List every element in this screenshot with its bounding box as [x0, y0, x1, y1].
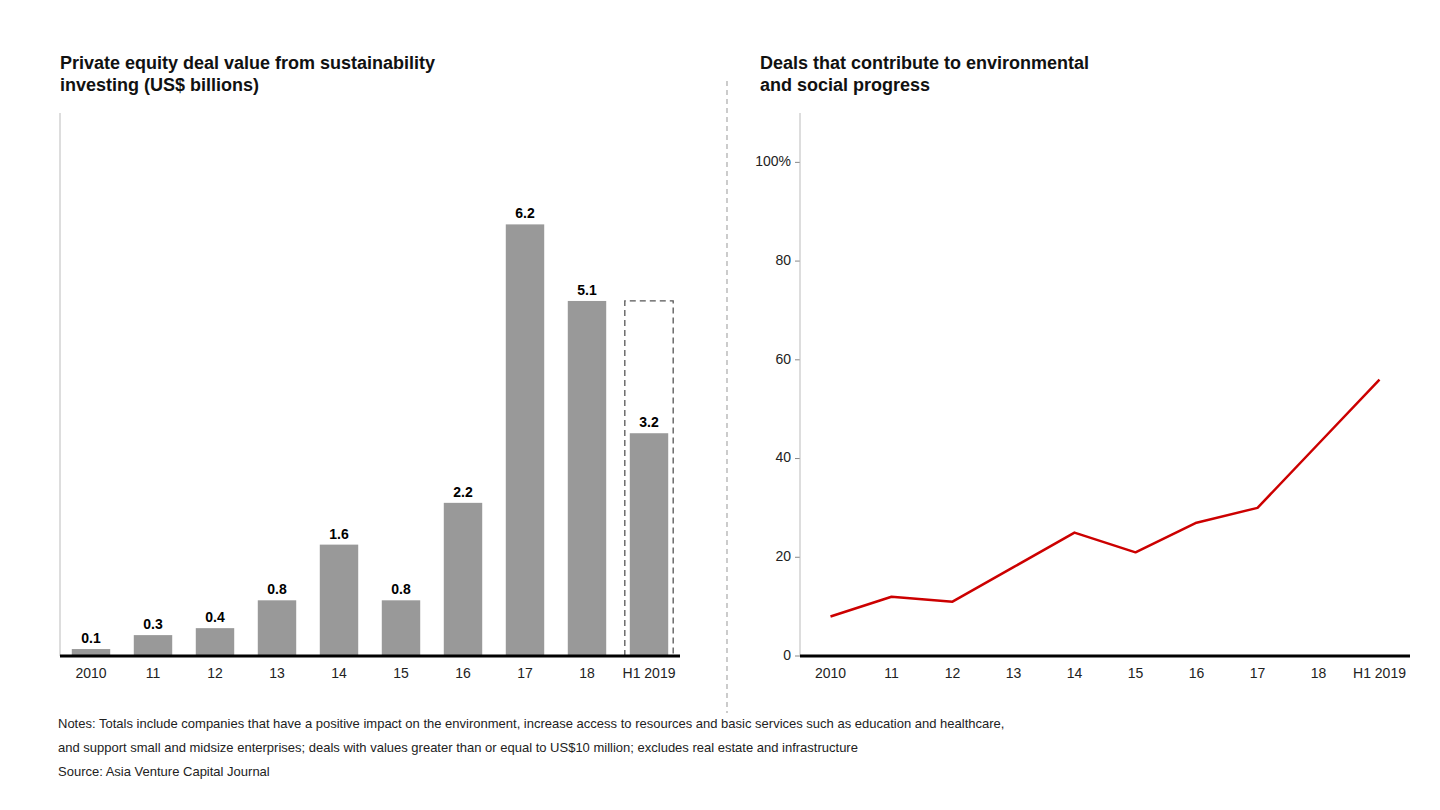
y-tick [795, 261, 800, 262]
x-tick-label: 2010 [75, 665, 106, 681]
data-label: 6.2 [515, 205, 535, 221]
data-label: 0.8 [267, 581, 287, 597]
data-label: 3.2 [639, 414, 659, 430]
data-label: 1.6 [329, 526, 349, 542]
x-tick-label: 14 [331, 665, 347, 681]
chart-title: Private equity deal value from sustainab… [60, 53, 435, 95]
x-tick-label: 18 [1311, 665, 1327, 681]
bar [630, 433, 668, 656]
bar [320, 545, 358, 656]
y-tick-label: 100% [755, 153, 791, 169]
x-tick-label: 16 [1189, 665, 1205, 681]
data-label: 5.1 [577, 282, 597, 298]
y-tick [795, 359, 800, 360]
bar [196, 628, 234, 656]
data-label: 2.2 [453, 484, 473, 500]
y-tick [795, 656, 800, 657]
data-label: 0.8 [391, 581, 411, 597]
x-tick-label: 13 [269, 665, 285, 681]
y-tick-label: 60 [775, 351, 791, 367]
x-axis-line [60, 655, 680, 658]
line [831, 380, 1380, 617]
reference-box [625, 301, 673, 656]
y-tick [795, 557, 800, 558]
y-tick [795, 162, 800, 163]
x-tick-label: 17 [517, 665, 533, 681]
bar [506, 224, 544, 656]
title-line: Private equity deal value from sustainab… [60, 53, 435, 73]
x-tick-label: 11 [884, 665, 899, 681]
note: and support small and midsize enterprise… [58, 740, 858, 755]
x-tick-label: H1 2019 [1353, 665, 1406, 681]
x-tick-label: 16 [455, 665, 471, 681]
x-tick-label: 2010 [815, 665, 846, 681]
title-line: and social progress [760, 75, 930, 95]
x-tick-label: 14 [1067, 665, 1083, 681]
x-tick-label: 15 [393, 665, 409, 681]
plot-marks [72, 224, 668, 656]
bar [568, 301, 606, 656]
y-axis-line [60, 113, 61, 656]
x-tick-label: 13 [1006, 665, 1022, 681]
separator [726, 81, 727, 713]
x-tick-label: 17 [1250, 665, 1266, 681]
chart-canvas: Private equity deal value from sustainab… [0, 0, 1440, 810]
data-label: 0.4 [205, 609, 225, 625]
note: Notes: Totals include companies that hav… [58, 716, 1004, 731]
title-line: investing (US$ billions) [60, 75, 259, 95]
y-tick-label: 20 [775, 548, 791, 564]
bar [134, 635, 172, 656]
data-label: 0.3 [143, 616, 163, 632]
bar [258, 600, 296, 656]
x-tick-label: H1 2019 [623, 665, 676, 681]
y-tick [795, 458, 800, 459]
plot-marks [831, 380, 1380, 617]
data-label: 0.1 [81, 630, 101, 646]
chart-title: Deals that contribute to environmentalan… [760, 53, 1089, 95]
x-axis-line [800, 655, 1410, 658]
y-tick-label: 40 [775, 449, 791, 465]
y-tick-label: 80 [775, 252, 791, 268]
x-tick-label: 18 [579, 665, 595, 681]
x-tick-label: 11 [146, 665, 161, 681]
bar [382, 600, 420, 656]
x-tick-label: 12 [945, 665, 961, 681]
title-line: Deals that contribute to environmental [760, 53, 1089, 73]
x-tick-label: 15 [1128, 665, 1144, 681]
y-tick-label: 0 [783, 647, 791, 663]
y-axis-line [800, 113, 801, 656]
bar [444, 503, 482, 656]
x-tick-label: 12 [207, 665, 223, 681]
note: Source: Asia Venture Capital Journal [58, 764, 270, 779]
